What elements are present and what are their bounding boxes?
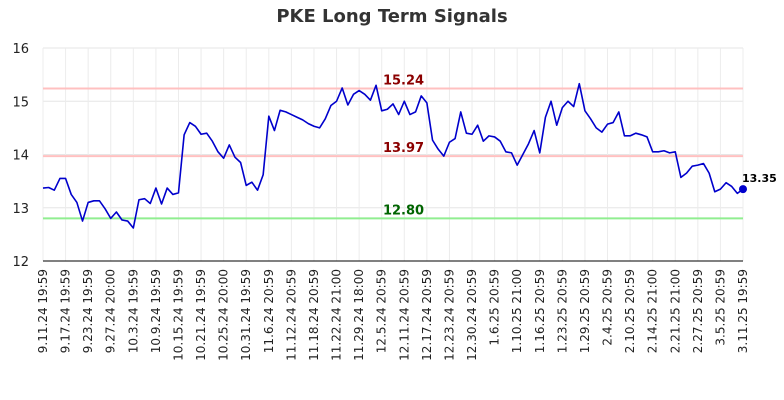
chart-title: PKE Long Term Signals [276,6,508,27]
x-tick-label: 12.5.24 20:59 [375,269,389,353]
reference-line-label: 12.80 [383,203,424,218]
x-tick-label: 11.12.24 20:59 [284,269,298,361]
y-tick-label: 12 [12,255,29,270]
x-tick-label: 11.22.24 21:00 [330,269,344,361]
x-tick-label: 1.23.25 20:59 [555,269,569,353]
x-tick-label: 10.21.24 19:59 [194,269,208,361]
reference-line-label: 15.24 [383,73,424,88]
last-value-label: 13.35 [742,172,777,185]
x-tick-label: 9.17.24 19:59 [59,269,73,353]
x-tick-label: 1.10.25 21:00 [510,269,524,353]
x-tick-label: 9.11.24 19:59 [36,269,50,353]
x-tick-label: 12.11.24 20:59 [397,269,411,361]
x-tick-label: 11.29.24 18:00 [352,269,366,361]
x-tick-label: 9.27.24 20:00 [104,269,118,353]
x-tick-label: 10.15.24 19:59 [171,269,185,361]
x-tick-label: 1.6.25 20:59 [488,269,502,346]
x-tick-label: 2.27.25 20:59 [691,269,705,353]
x-tick-label: 1.16.25 20:59 [533,269,547,353]
y-tick-label: 15 [12,95,29,110]
series-line [42,82,744,229]
x-tick-label: 2.10.25 20:59 [623,269,637,353]
x-tick-label: 12.30.24 20:59 [465,269,479,361]
x-tick-label: 1.29.25 20:59 [578,269,592,353]
x-tick-label: 11.18.24 20:59 [307,269,321,361]
x-tick-label: 10.31.24 19:59 [239,269,253,361]
x-tick-label: 2.14.25 21:00 [646,269,660,353]
x-tick-label: 10.9.24 19:59 [149,269,163,353]
reference-line-label: 13.97 [383,141,424,156]
x-tick-label: 10.3.24 19:59 [126,269,140,353]
x-tick-label: 2.21.25 21:00 [668,269,682,353]
y-tick-label: 13 [12,202,29,217]
x-tick-label: 12.23.24 20:59 [442,269,456,361]
x-tick-label: 2.4.25 20:59 [601,269,615,346]
x-tick-label: 12.17.24 20:59 [420,269,434,361]
y-tick-label: 14 [12,149,29,164]
x-tick-label: 9.23.24 19:59 [81,269,95,353]
x-tick-label: 3.5.25 20:59 [713,269,727,346]
x-tick-label: 11.6.24 20:59 [262,269,276,353]
x-tick-label: 10.25.24 20:00 [217,269,231,361]
x-tick-label: 3.11.25 19:59 [736,269,750,353]
y-tick-label: 16 [12,42,29,57]
last-point-marker [739,185,747,194]
